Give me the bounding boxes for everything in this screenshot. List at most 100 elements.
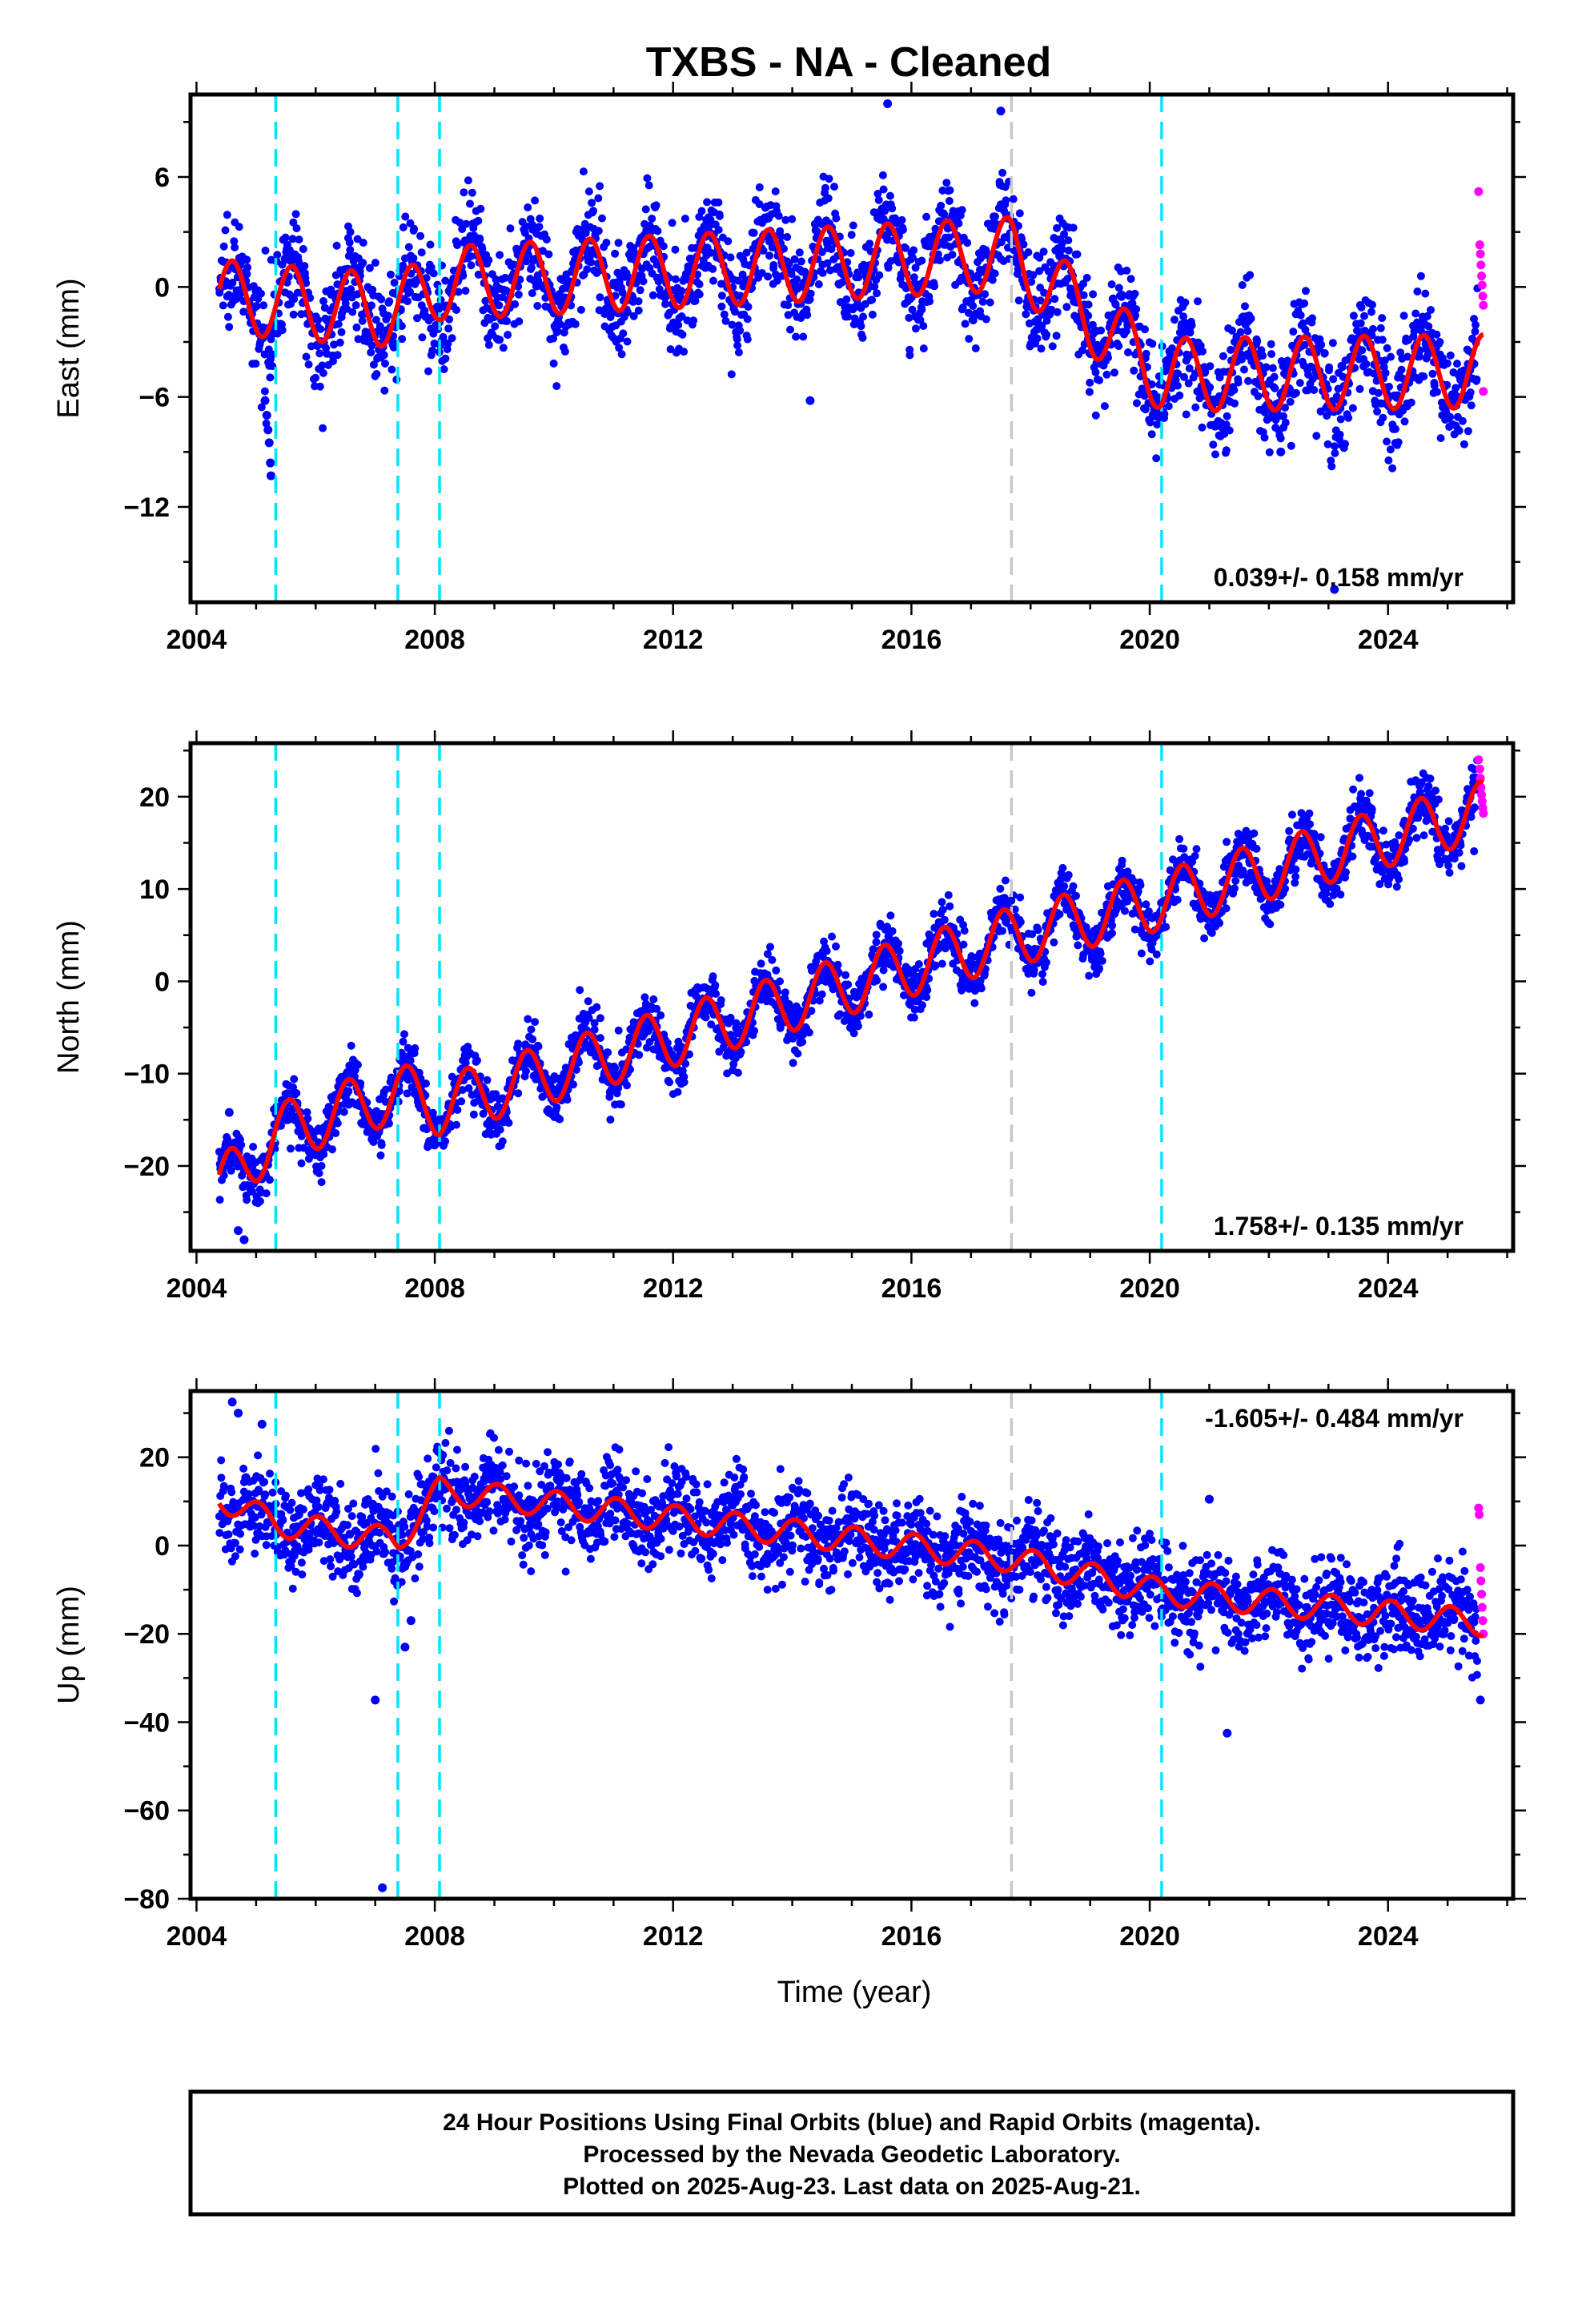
north-rapid-orbit-point (1477, 790, 1487, 800)
east-rapid-orbit-point (1478, 292, 1488, 301)
up-rapid-orbit-point (1476, 1576, 1486, 1586)
east-plot-area (215, 94, 1488, 602)
up-outlier-point (234, 1409, 243, 1418)
up-rapid-orbit-point (1477, 1590, 1487, 1599)
east-y-tick-label: 6 (155, 163, 170, 193)
up-final-orbit-points (215, 1426, 1481, 1682)
east-x-tick-label: 2016 (881, 625, 942, 655)
east-outlier-point (264, 438, 274, 448)
north-x-tick-label: 2020 (1119, 1273, 1180, 1304)
up-outlier-point (1204, 1494, 1214, 1504)
north-rapid-orbit-point (1479, 809, 1488, 818)
east-x-tick-label: 2024 (1358, 625, 1419, 655)
east-outlier-point (996, 107, 1006, 116)
up-y-axis-label: Up (mm) (52, 1586, 86, 1704)
up-x-tick-label: 2024 (1358, 1921, 1419, 1952)
north-panel: 2004 2008 2012 2016 2020 2024 20 10 0 −10 −20 North… (52, 730, 1526, 1304)
north-y-tick-label: −10 (123, 1059, 170, 1090)
north-y-axis-label: North (mm) (52, 920, 86, 1074)
up-rapid-orbit-point (1475, 1510, 1484, 1519)
up-y-tick-label: −20 (123, 1619, 170, 1650)
north-rapid-orbit-point (1477, 797, 1487, 806)
east-y-tick-label: −6 (139, 383, 170, 413)
east-outlier-point (805, 396, 815, 405)
up-outlier-point (1223, 1728, 1232, 1738)
north-outlier-point (239, 1235, 249, 1244)
east-rapid-orbit-point (1474, 187, 1484, 196)
east-outlier-point (260, 396, 270, 405)
east-x-tick-label: 2004 (167, 625, 227, 655)
up-plot-area (215, 1391, 1488, 1899)
up-rapid-orbit-point (1478, 1616, 1488, 1626)
north-final-orbit-scatter (215, 756, 1482, 1208)
north-plot-area (215, 743, 1488, 1251)
up-outlier-point (1476, 1695, 1485, 1705)
up-final-orbit-scatter (215, 1426, 1481, 1682)
up-outlier-point (400, 1642, 410, 1652)
up-y-tick-label: −40 (123, 1707, 170, 1738)
up-x-tick-label: 2020 (1119, 1921, 1180, 1952)
up-y-tick-label: −80 (123, 1884, 170, 1915)
up-y-tick-label: −60 (123, 1796, 170, 1827)
up-outlier-point (406, 1616, 416, 1626)
east-x-tick-label: 2008 (404, 625, 465, 655)
east-outlier-point (1276, 447, 1286, 456)
east-rapid-orbit-point (1475, 240, 1484, 250)
east-y-tick-label: 0 (155, 272, 170, 303)
north-model-line (216, 779, 1485, 1184)
east-outlier-point (883, 99, 893, 108)
up-outlier-point (227, 1397, 237, 1407)
up-model-line (217, 1474, 1485, 1638)
up-rapid-orbit-point (1477, 1602, 1487, 1612)
east-outlier-point (266, 458, 275, 468)
up-outlier-point (378, 1883, 387, 1892)
footer-box: 24 Hour Positions Using Final Orbits (bl… (188, 2089, 1516, 2217)
up-rapid-orbit-point (1474, 1503, 1484, 1513)
north-rapid-orbit-point (1475, 764, 1484, 774)
north-rapid-orbit-point (1474, 755, 1484, 765)
up-outlier-point (257, 1419, 267, 1429)
east-rapid-orbit-point (1479, 387, 1488, 396)
east-outlier-point (262, 411, 271, 420)
up-rapid-orbit-point (1476, 1563, 1485, 1573)
up-y-tick-label: 0 (155, 1531, 170, 1562)
east-x-tick-label: 2012 (643, 625, 704, 655)
east-x-tick-label: 2020 (1119, 625, 1180, 655)
footer-line-3: Plotted on 2025-Aug-23. Last data on 202… (563, 2173, 1141, 2200)
up-y-tick-label: 20 (139, 1443, 170, 1474)
chart-title: TXBS - NA - Cleaned (646, 39, 1052, 86)
north-y-tick-label: 20 (139, 782, 170, 813)
footer-line-1: 24 Hour Positions Using Final Orbits (bl… (443, 2109, 1261, 2136)
up-x-tick-label: 2012 (643, 1921, 704, 1952)
up-x-tick-label: 2004 (167, 1921, 227, 1952)
east-outlier-point (263, 425, 273, 435)
east-y-axis-label: East (mm) (52, 278, 86, 418)
north-x-tick-label: 2008 (404, 1273, 465, 1304)
east-y-tick-label: −12 (123, 493, 170, 523)
east-outlier-point (266, 471, 275, 480)
north-x-tick-label: 2024 (1358, 1273, 1419, 1304)
east-model-line (216, 215, 1485, 414)
up-outlier-point (371, 1695, 380, 1705)
up-panel: 2004 2008 2012 2016 2020 2024 20 0 −20 −40 −60 −80 U… (52, 1378, 1526, 1952)
up-x-tick-label: 2016 (881, 1921, 942, 1952)
east-rapid-orbit-point (1477, 280, 1487, 290)
east-rapid-orbit-point (1479, 300, 1488, 310)
north-rate-label: 1.758+/- 0.135 mm/yr (1214, 1212, 1464, 1240)
north-x-tick-label: 2012 (643, 1273, 704, 1304)
north-y-tick-label: 10 (139, 875, 170, 905)
east-outlier-point (1330, 585, 1339, 594)
east-rapid-orbit-point (1476, 260, 1486, 270)
north-y-tick-label: 0 (155, 967, 170, 997)
up-rate-label: -1.605+/- 0.484 mm/yr (1205, 1404, 1464, 1433)
north-final-orbit-points (215, 756, 1482, 1208)
north-x-tick-label: 2004 (167, 1273, 227, 1304)
east-rate-label: 0.039+/- 0.158 mm/yr (1214, 563, 1464, 592)
east-rapid-orbit-point (1477, 271, 1487, 281)
east-rapid-orbit-point (1476, 249, 1485, 259)
east-panel: 2004 2008 2012 2016 2020 2024 6 0 −6 −12 East (mm)… (52, 82, 1526, 655)
x-axis-label: Time (year) (777, 1976, 932, 2009)
footer-line-2: Processed by the Nevada Geodetic Laborat… (583, 2141, 1120, 2168)
north-outlier-point (224, 1108, 234, 1117)
